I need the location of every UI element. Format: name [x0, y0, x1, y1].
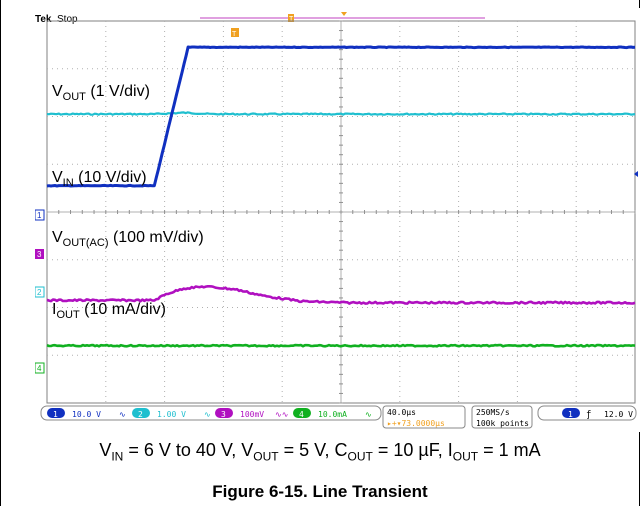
rising-edge-icon: ƒ	[586, 410, 591, 420]
ch1-marker: 1	[35, 209, 45, 221]
test-conditions-caption: VIN = 6 V to 40 V, VOUT = 5 V, COUT = 10…	[99, 440, 541, 464]
trigger-time-marker	[231, 28, 239, 37]
svg-text:1: 1	[37, 211, 42, 220]
acquisition-box	[471, 405, 533, 429]
ch4-scale: 10.0mA	[318, 410, 347, 419]
ch1-scale: 10.0 V	[72, 410, 101, 419]
ch1-badge	[47, 408, 65, 418]
oscilloscope-plot: Tek Stop T T VOUT (1 V/div) VIN (10 V/di…	[35, 12, 638, 429]
trigger-position-label: T	[289, 16, 294, 23]
trigger-level-icon	[634, 171, 638, 177]
vout-label: VOUT (1 V/div)	[52, 83, 150, 103]
iout-label: IOUT (10 mA/div)	[52, 301, 166, 321]
ch2-scale: 1.00 V	[157, 410, 186, 419]
vin-label: VIN (10 V/div)	[52, 169, 147, 189]
timebase-value: 40.0µs	[387, 408, 416, 417]
ch2-marker: 2	[35, 286, 45, 298]
trigger-point-icon	[341, 12, 347, 16]
ch2-badge	[132, 408, 150, 418]
record-length-value: 100k points	[476, 419, 529, 428]
ch1-badge-label: 1	[53, 410, 58, 419]
graticule	[46, 20, 636, 404]
ch1-bw-icon: ∿	[119, 410, 126, 419]
ch2-badge-label: 2	[138, 410, 143, 419]
oscilloscope-screen: Tek Stop T T VOUT (1 V/div) VIN (10 V/di…	[35, 8, 640, 432]
status-bar: 1 10.0 V ∿ 2 1.00 V ∿ 3 100mV ∿∿ 4 10.0m…	[40, 405, 637, 429]
ch3-bw-icon: ∿∿	[275, 410, 288, 419]
ch4-badge	[293, 408, 311, 418]
acquisition-status: Stop	[57, 14, 78, 25]
trigger-level-value: 12.0 V	[604, 410, 633, 419]
trigger-box	[537, 405, 637, 421]
trigger-position-marker-top	[288, 14, 294, 22]
trigger-offset-value: ▸+▾73.0000µs	[387, 419, 445, 428]
trace-vout-ac	[46, 284, 636, 305]
tek-brand: Tek	[35, 14, 52, 25]
trigger-source-badge	[562, 408, 580, 418]
vout-ac-label: VOUT(AC) (100 mV/div)	[52, 229, 204, 249]
ch4-marker: 4	[35, 362, 45, 374]
trace-vin	[46, 45, 636, 188]
ch4-bw-icon: ∿	[365, 410, 372, 419]
ch3-badge	[215, 408, 233, 418]
ch3-marker: 3	[35, 249, 44, 259]
traces	[46, 45, 636, 348]
svg-text:3: 3	[37, 250, 42, 259]
ch2-bw-icon: ∿	[204, 410, 211, 419]
trace-vout	[46, 111, 636, 116]
figure-title: Figure 6-15. Line Transient	[212, 482, 428, 501]
trace-iout	[46, 343, 636, 348]
trigger-time-label: T	[232, 31, 237, 38]
ch3-badge-label: 3	[221, 410, 226, 419]
ch4-badge-label: 4	[299, 410, 304, 419]
sample-rate-value: 250MS/s	[476, 408, 510, 417]
svg-text:2: 2	[37, 288, 42, 297]
svg-text:4: 4	[37, 364, 42, 373]
ch3-scale: 100mV	[240, 410, 264, 419]
trigger-source-label: 1	[568, 410, 573, 419]
